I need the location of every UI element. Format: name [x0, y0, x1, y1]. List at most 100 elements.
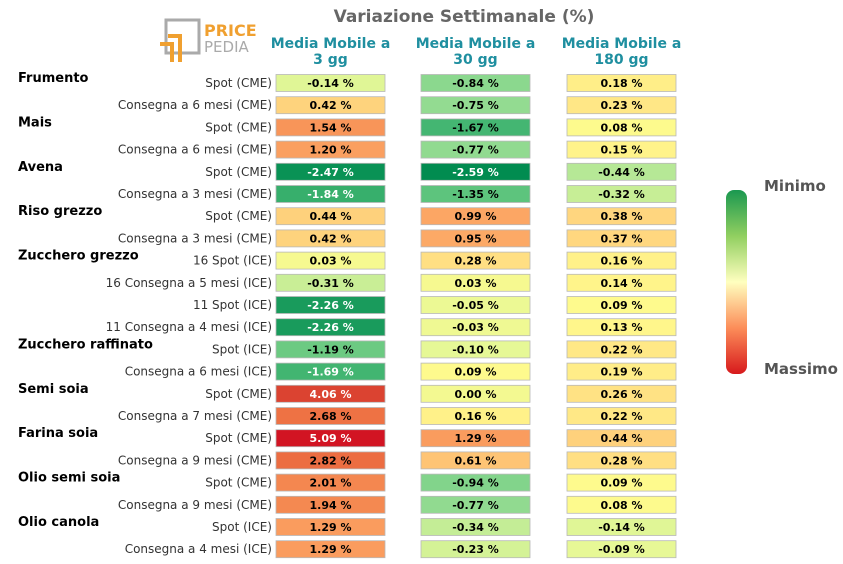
cell-value-label: 0.22 %: [601, 410, 643, 423]
heatmap-cell: [275, 318, 386, 337]
cell-value-label: 0.14 %: [601, 277, 643, 290]
cell-value-label: 1.29 %: [310, 521, 352, 534]
heatmap-cell: [420, 207, 531, 226]
heatmap-cell: [420, 118, 531, 137]
pricepedia-logo: PRICE PEDIA: [160, 18, 257, 62]
cell-value-label: 0.00 %: [455, 388, 497, 401]
cell-value-label: -1.84 %: [307, 188, 354, 201]
cell-value-label: 1.20 %: [310, 144, 352, 157]
column-header-line2: 180 gg: [594, 52, 648, 68]
table-row: Consegna a 3 mesi (CME) 0.42 % 0.95 % 0.37 …: [118, 229, 677, 248]
row-label: Spot (ICE): [212, 342, 272, 356]
heatmap-cell: [275, 451, 386, 470]
logo-text-price: PRICE: [204, 21, 257, 40]
heatmap-cell: [566, 185, 677, 203]
cell-value-label: 1.94 %: [310, 499, 352, 512]
heatmap-cell: [566, 429, 677, 448]
cell-value-label: -0.31 %: [307, 277, 354, 290]
table-row: Zucchero grezzo 16 Spot (ICE) 0.03 % 0.28 %…: [18, 249, 677, 270]
heatmap-cell: [275, 96, 386, 115]
table-row: Consegna a 4 mesi (ICE) 1.29 % -0.23 % -0.0…: [125, 540, 677, 559]
row-label: Spot (CME): [205, 120, 272, 134]
cell-value-label: -0.14 %: [307, 77, 354, 90]
group-label: Semi soia: [18, 382, 89, 397]
cell-value-label: -0.10 %: [452, 343, 499, 356]
row-label: Consegna a 3 mesi (CME): [118, 187, 272, 201]
heatmap-cell: [275, 429, 386, 448]
row-label: 16 Consegna a 5 mesi (ICE): [106, 276, 272, 290]
row-label: Spot (CME): [205, 431, 272, 445]
heatmap-cell: [566, 451, 677, 470]
heatmap-cell: [420, 96, 531, 115]
table-row: Semi soia Spot (CME) 4.06 % 0.00 % 0.26 %: [18, 382, 677, 403]
cell-value-label: 0.44 %: [601, 432, 643, 445]
column-header-line1: Media Mobile a: [416, 36, 536, 52]
heatmap-cell: [566, 540, 677, 559]
table-row: Olio semi soia Spot (CME) 2.01 % -0.94 % 0.0…: [18, 471, 677, 492]
heatmap-cell: [566, 273, 677, 292]
table-row: Consegna a 9 mesi (CME) 2.82 % 0.61 % 0.28 …: [118, 451, 677, 470]
heatmap-cell: [566, 318, 677, 337]
heatmap-cell: [275, 118, 386, 137]
heatmap-cell: [420, 429, 531, 448]
heatmap-cell: [420, 518, 531, 536]
chart-title: Variazione Settimanale (%): [334, 7, 595, 27]
heatmap-cell: [275, 140, 386, 159]
cell-value-label: 0.22 %: [601, 343, 643, 356]
heatmap-cell: [566, 362, 677, 381]
heatmap-cell: [420, 229, 531, 248]
heatmap-cell: [420, 296, 531, 314]
cell-value-label: -1.69 %: [307, 366, 354, 379]
heatmap-cell: [275, 473, 386, 492]
group-label: Farina soia: [18, 426, 98, 441]
table-row: Consegna a 6 mesi (CME) 0.42 % -0.75 % 0.23…: [118, 96, 677, 115]
cell-value-label: -0.14 %: [598, 521, 645, 534]
cell-value-label: -0.77 %: [452, 144, 499, 157]
cell-value-label: -0.84 %: [452, 77, 499, 90]
heatmap-cell: [566, 251, 677, 270]
row-label: Consegna a 7 mesi (CME): [118, 409, 272, 423]
legend-colorbar: [726, 190, 747, 374]
legend-max-label: Massimo: [764, 360, 838, 378]
cell-value-label: 0.09 %: [601, 299, 643, 312]
heatmap-cell: [566, 74, 677, 92]
heatmap-cell: [566, 140, 677, 159]
heatmap-cell: [275, 384, 386, 403]
group-label: Avena: [18, 160, 63, 175]
cell-value-label: 1.29 %: [310, 543, 352, 556]
heatmap-cell: [275, 207, 386, 226]
group-label: Riso grezzo: [18, 204, 102, 219]
cell-value-label: 5.09 %: [310, 432, 352, 445]
cell-value-label: -0.44 %: [598, 166, 645, 179]
cell-value-label: 2.82 %: [310, 454, 352, 467]
heatmap-cell: [420, 273, 531, 292]
heatmap-cell: [275, 229, 386, 248]
heatmap-cell: [275, 251, 386, 270]
group-label: Zucchero raffinato: [18, 337, 153, 352]
group-label: Mais: [18, 115, 52, 130]
cell-value-label: 0.13 %: [601, 321, 643, 334]
cell-value-label: 0.42 %: [310, 232, 352, 245]
cell-value-label: 0.99 %: [455, 210, 497, 223]
table-row: Zucchero raffinato Spot (ICE) -1.19 % -0.10…: [18, 337, 677, 359]
column-header-line2: 3 gg: [313, 52, 348, 68]
table-row: 16 Consegna a 5 mesi (ICE) -0.31 % 0.03 % 0…: [106, 273, 677, 292]
cell-value-label: 0.19 %: [601, 366, 643, 379]
heatmap-cell: [566, 229, 677, 248]
row-label: Consegna a 6 mesi (CME): [118, 143, 272, 157]
cell-value-label: -0.05 %: [452, 299, 499, 312]
table-row: Olio canola Spot (ICE) 1.29 % -0.34 % -0.14 …: [18, 515, 677, 536]
heatmap-cell: [420, 185, 531, 203]
heatmap-cell: [420, 162, 531, 181]
group-label: Zucchero grezzo: [18, 249, 139, 264]
heatmap-cell: [420, 340, 531, 359]
heatmap-cell: [566, 340, 677, 359]
heatmap-cell: [275, 296, 386, 314]
heatmap-cell: [566, 96, 677, 115]
cell-value-label: 0.16 %: [601, 255, 643, 268]
cell-value-label: 0.03 %: [310, 255, 352, 268]
row-label: 11 Spot (ICE): [193, 298, 272, 312]
cell-value-label: 0.42 %: [310, 99, 352, 112]
heatmap-cell: [275, 273, 386, 292]
